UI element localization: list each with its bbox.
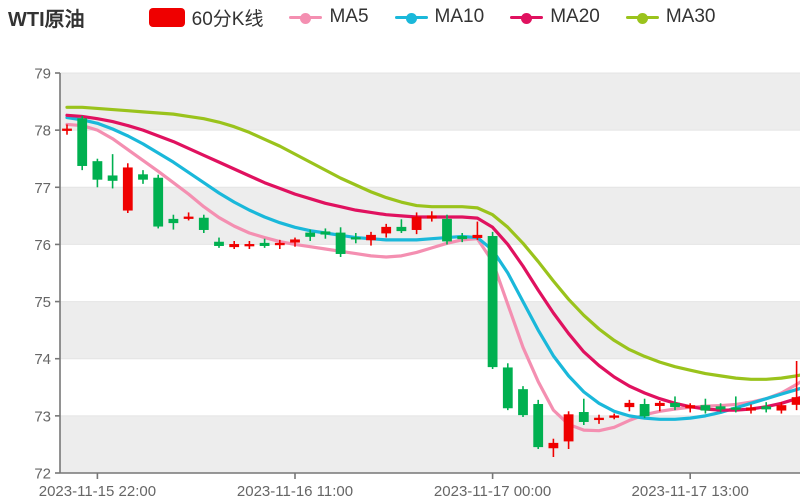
candle-body (381, 226, 392, 234)
candle-body (244, 244, 255, 247)
plot-band (60, 301, 800, 359)
candle-body (259, 242, 270, 246)
candle-body (624, 402, 635, 408)
legend-item-list: 60分K线 MA5 MA10 MA20 MA30 (148, 4, 742, 31)
line-marker-icon (289, 10, 323, 24)
candle-body (138, 174, 148, 180)
candle-body (107, 175, 118, 181)
y-axis-label: 75 (34, 294, 51, 311)
candle-body (533, 404, 544, 448)
kline-legend[interactable]: 60分K线 (148, 4, 264, 31)
ma-line-ma10 (65, 115, 800, 421)
candle-body (609, 415, 620, 418)
candle-body (457, 236, 468, 240)
candle-body (77, 118, 88, 166)
candle-body (578, 412, 589, 422)
candle-body (335, 232, 346, 254)
candle-body (168, 218, 179, 224)
y-axis-label: 72 (34, 466, 51, 483)
legend-label: MA30 (665, 6, 716, 27)
ma30-legend[interactable]: MA30 (625, 6, 716, 28)
y-axis-label: 79 (34, 66, 51, 83)
candle-body (654, 402, 665, 406)
candle-body (290, 239, 300, 243)
candle-body (487, 236, 498, 368)
y-axis-label: 77 (34, 180, 51, 197)
candle-body (214, 241, 224, 246)
ma-line-ma30 (65, 105, 800, 381)
candle-body (670, 402, 680, 408)
x-axis-label: 2023-11-15 22:00 (39, 483, 156, 500)
page-title: WTI原油 (8, 8, 85, 31)
legend-label: 60分K线 (191, 8, 264, 30)
ma-line-ma20 (65, 113, 800, 412)
candle-body (761, 406, 772, 410)
candle-body (396, 226, 407, 232)
candle-body (548, 442, 559, 449)
candle-body (320, 231, 331, 235)
candle-body (183, 216, 194, 219)
y-axis-label: 73 (34, 408, 51, 425)
candle-body (639, 404, 650, 417)
candle-body (746, 407, 756, 411)
candle-body (442, 218, 452, 242)
candle-body (594, 417, 604, 421)
candle-body (411, 216, 422, 230)
chart-legend: WTI原油 60分K线 MA5 MA10 MA20 MA30 (0, 0, 800, 34)
plot-band (60, 415, 800, 473)
y-axis-label: 74 (34, 351, 51, 368)
candle-body (791, 397, 800, 405)
candle-body (518, 389, 528, 416)
candle-body (274, 242, 285, 246)
candle-body (198, 217, 209, 230)
candle-body (92, 161, 103, 180)
candle-body (685, 405, 696, 409)
candle-body (472, 234, 483, 238)
candle-body (229, 244, 240, 248)
ma5-legend[interactable]: MA5 (289, 6, 369, 28)
candle-body (62, 128, 72, 131)
legend-label: MA20 (550, 6, 600, 27)
candle-body (700, 405, 711, 411)
ma10-legend[interactable]: MA10 (394, 6, 485, 28)
candle-body (715, 406, 726, 410)
kline-swatch-icon (148, 7, 185, 27)
x-axis-label: 2023-11-17 13:00 (632, 483, 749, 500)
plot-band (60, 73, 800, 131)
line-marker-icon (510, 10, 544, 24)
ma-line-ma5 (65, 122, 800, 433)
candle-body (153, 177, 164, 227)
legend-label: MA10 (434, 6, 485, 27)
candle-body (122, 167, 133, 211)
candle-body (426, 215, 437, 219)
line-marker-icon (625, 10, 659, 24)
legend-label: MA5 (329, 6, 369, 27)
candle-body (776, 405, 787, 411)
x-axis-label: 2023-11-17 00:00 (434, 483, 551, 500)
x-axis-label: 2023-11-16 11:00 (237, 483, 353, 500)
y-axis-label: 78 (34, 123, 51, 140)
candle-body (366, 234, 376, 241)
candle-body (350, 237, 361, 240)
y-axis-label: 76 (34, 237, 51, 254)
candle-body (563, 414, 574, 442)
ma20-legend[interactable]: MA20 (510, 6, 600, 28)
candle-body (305, 232, 316, 237)
line-marker-icon (394, 10, 428, 24)
candle-body (730, 407, 741, 410)
candle-body (502, 367, 513, 409)
